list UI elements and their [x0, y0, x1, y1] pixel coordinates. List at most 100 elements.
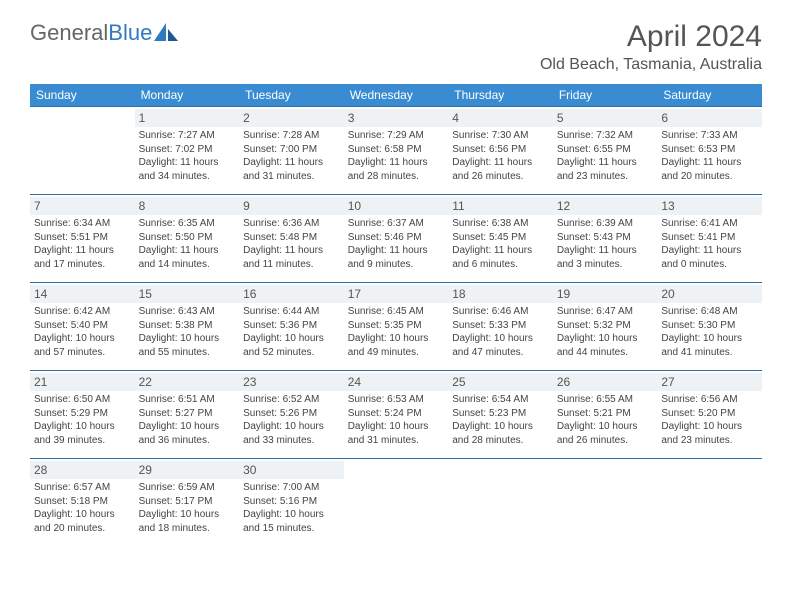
- sunrise-text: Sunrise: 6:35 AM: [139, 217, 236, 231]
- sunrise-text: Sunrise: 6:59 AM: [139, 481, 236, 495]
- calendar-cell: 30Sunrise: 7:00 AMSunset: 5:16 PMDayligh…: [239, 459, 344, 547]
- day-number: 24: [344, 373, 449, 391]
- daylight-text: and 20 minutes.: [34, 522, 131, 536]
- daylight-text: Daylight: 11 hours: [452, 244, 549, 258]
- calendar-cell: 4Sunrise: 7:30 AMSunset: 6:56 PMDaylight…: [448, 107, 553, 195]
- day-header-row: Sunday Monday Tuesday Wednesday Thursday…: [30, 84, 762, 107]
- sunset-text: Sunset: 5:43 PM: [557, 231, 654, 245]
- day-number: 15: [135, 285, 240, 303]
- sunset-text: Sunset: 5:33 PM: [452, 319, 549, 333]
- sunset-text: Sunset: 6:56 PM: [452, 143, 549, 157]
- calendar-cell: .: [657, 459, 762, 547]
- calendar-cell: 15Sunrise: 6:43 AMSunset: 5:38 PMDayligh…: [135, 283, 240, 371]
- calendar-cell: .: [553, 459, 658, 547]
- daylight-text: Daylight: 10 hours: [34, 332, 131, 346]
- day-header: Tuesday: [239, 84, 344, 107]
- day-number: 26: [553, 373, 658, 391]
- sunset-text: Sunset: 5:40 PM: [34, 319, 131, 333]
- calendar-cell: 8 Sunrise: 6:35 AMSunset: 5:50 PMDaylight…: [135, 195, 240, 283]
- sunrise-text: Sunrise: 6:45 AM: [348, 305, 445, 319]
- calendar-row: 14Sunrise: 6:42 AMSunset: 5:40 PMDayligh…: [30, 283, 762, 371]
- calendar-row: 28Sunrise: 6:57 AMSunset: 5:18 PMDayligh…: [30, 459, 762, 547]
- daylight-text: Daylight: 10 hours: [452, 332, 549, 346]
- day-number: 23: [239, 373, 344, 391]
- day-number: 1: [135, 109, 240, 127]
- sunrise-text: Sunrise: 7:33 AM: [661, 129, 758, 143]
- daylight-text: and 26 minutes.: [557, 434, 654, 448]
- calendar-cell: 7Sunrise: 6:34 AMSunset: 5:51 PMDaylight…: [30, 195, 135, 283]
- logo: GeneralBlue: [30, 20, 180, 46]
- daylight-text: and 6 minutes.: [452, 258, 549, 272]
- daylight-text: and 34 minutes.: [139, 170, 236, 184]
- calendar-cell: 26Sunrise: 6:55 AMSunset: 5:21 PMDayligh…: [553, 371, 658, 459]
- daylight-text: and 31 minutes.: [243, 170, 340, 184]
- day-number: 16: [239, 285, 344, 303]
- calendar-cell: 16Sunrise: 6:44 AMSunset: 5:36 PMDayligh…: [239, 283, 344, 371]
- daylight-text: Daylight: 11 hours: [661, 156, 758, 170]
- day-number: 29: [135, 461, 240, 479]
- sunset-text: Sunset: 5:18 PM: [34, 495, 131, 509]
- sunrise-text: Sunrise: 6:50 AM: [34, 393, 131, 407]
- sunset-text: Sunset: 5:50 PM: [139, 231, 236, 245]
- daylight-text: and 57 minutes.: [34, 346, 131, 360]
- calendar-cell: 20Sunrise: 6:48 AMSunset: 5:30 PMDayligh…: [657, 283, 762, 371]
- daylight-text: and 23 minutes.: [661, 434, 758, 448]
- sunrise-text: Sunrise: 7:27 AM: [139, 129, 236, 143]
- sunrise-text: Sunrise: 7:28 AM: [243, 129, 340, 143]
- daylight-text: Daylight: 10 hours: [139, 332, 236, 346]
- sunrise-text: Sunrise: 6:51 AM: [139, 393, 236, 407]
- day-number: 27: [657, 373, 762, 391]
- calendar-row: .1Sunrise: 7:27 AMSunset: 7:02 PMDayligh…: [30, 107, 762, 195]
- daylight-text: and 28 minutes.: [348, 170, 445, 184]
- daylight-text: Daylight: 11 hours: [452, 156, 549, 170]
- sunset-text: Sunset: 5:29 PM: [34, 407, 131, 421]
- calendar-cell: 24Sunrise: 6:53 AMSunset: 5:24 PMDayligh…: [344, 371, 449, 459]
- sunset-text: Sunset: 7:00 PM: [243, 143, 340, 157]
- sunset-text: Sunset: 5:38 PM: [139, 319, 236, 333]
- sunrise-text: Sunrise: 6:36 AM: [243, 217, 340, 231]
- calendar-cell: 10Sunrise: 6:37 AMSunset: 5:46 PMDayligh…: [344, 195, 449, 283]
- sunrise-text: Sunrise: 6:34 AM: [34, 217, 131, 231]
- logo-text-1: General: [30, 20, 108, 46]
- day-number: 5: [553, 109, 658, 127]
- sunset-text: Sunset: 5:45 PM: [452, 231, 549, 245]
- sunset-text: Sunset: 5:26 PM: [243, 407, 340, 421]
- daylight-text: Daylight: 10 hours: [139, 420, 236, 434]
- daylight-text: Daylight: 11 hours: [34, 244, 131, 258]
- daylight-text: Daylight: 11 hours: [557, 156, 654, 170]
- daylight-text: Daylight: 11 hours: [139, 244, 236, 258]
- calendar-cell: 21Sunrise: 6:50 AMSunset: 5:29 PMDayligh…: [30, 371, 135, 459]
- day-number: 8: [135, 197, 240, 215]
- day-number: 20: [657, 285, 762, 303]
- sunset-text: Sunset: 5:48 PM: [243, 231, 340, 245]
- daylight-text: Daylight: 10 hours: [452, 420, 549, 434]
- day-number: 2: [239, 109, 344, 127]
- sunset-text: Sunset: 6:58 PM: [348, 143, 445, 157]
- daylight-text: and 31 minutes.: [348, 434, 445, 448]
- day-number: 14: [30, 285, 135, 303]
- sunrise-text: Sunrise: 6:47 AM: [557, 305, 654, 319]
- daylight-text: and 11 minutes.: [243, 258, 340, 272]
- calendar-cell: 23Sunrise: 6:52 AMSunset: 5:26 PMDayligh…: [239, 371, 344, 459]
- daylight-text: Daylight: 10 hours: [557, 420, 654, 434]
- calendar-cell: .: [344, 459, 449, 547]
- calendar-cell: 2Sunrise: 7:28 AMSunset: 7:00 PMDaylight…: [239, 107, 344, 195]
- day-header: Sunday: [30, 84, 135, 107]
- day-number: 6: [657, 109, 762, 127]
- calendar-cell: 13Sunrise: 6:41 AMSunset: 5:41 PMDayligh…: [657, 195, 762, 283]
- daylight-text: and 44 minutes.: [557, 346, 654, 360]
- title-block: April 2024 Old Beach, Tasmania, Australi…: [540, 20, 762, 74]
- daylight-text: and 0 minutes.: [661, 258, 758, 272]
- daylight-text: and 3 minutes.: [557, 258, 654, 272]
- daylight-text: Daylight: 10 hours: [34, 508, 131, 522]
- month-title: April 2024: [540, 20, 762, 54]
- day-number: 13: [657, 197, 762, 215]
- calendar-cell: 22Sunrise: 6:51 AMSunset: 5:27 PMDayligh…: [135, 371, 240, 459]
- daylight-text: Daylight: 11 hours: [348, 244, 445, 258]
- day-number: 10: [344, 197, 449, 215]
- location: Old Beach, Tasmania, Australia: [540, 56, 762, 74]
- sunset-text: Sunset: 5:46 PM: [348, 231, 445, 245]
- daylight-text: Daylight: 10 hours: [243, 508, 340, 522]
- day-number: 4: [448, 109, 553, 127]
- calendar-cell: .: [30, 107, 135, 195]
